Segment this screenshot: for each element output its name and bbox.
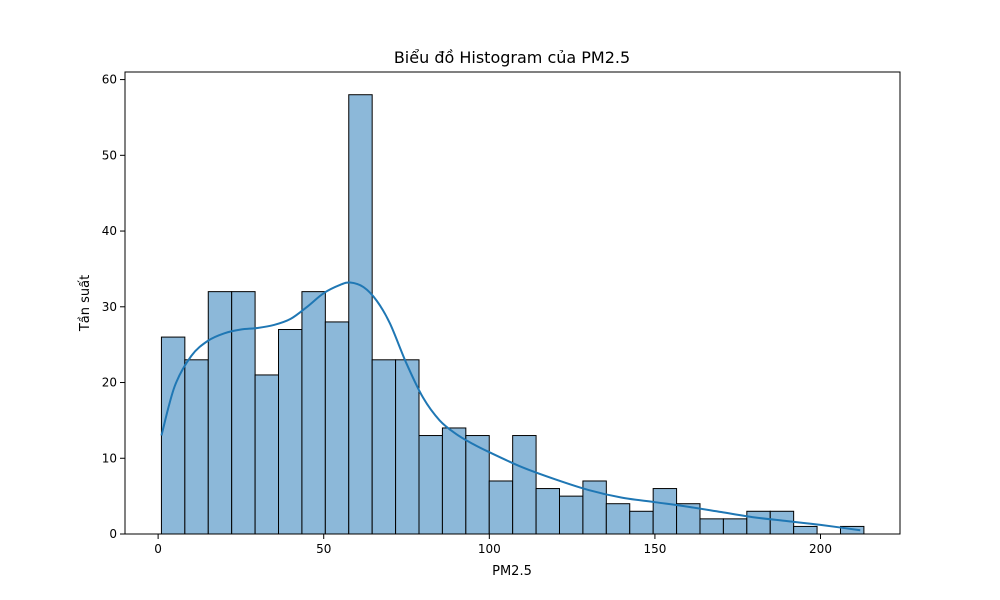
x-tick-label: 0 xyxy=(154,542,162,556)
histogram-bar xyxy=(769,510,795,535)
y-tick-label: 30 xyxy=(102,300,117,314)
x-axis-label: PM2.5 xyxy=(492,564,532,579)
y-axis-ticks: 0 10 20 30 40 50 60 xyxy=(102,73,125,541)
histogram-bar xyxy=(254,374,280,535)
histogram-bar xyxy=(418,435,443,535)
histogram-bar xyxy=(629,510,654,535)
histogram-bar xyxy=(793,525,818,535)
histogram-bar xyxy=(605,503,631,535)
histogram-bar xyxy=(652,488,678,535)
y-tick-label: 0 xyxy=(109,527,117,541)
histogram-bar xyxy=(371,359,397,535)
x-tick-label: 150 xyxy=(643,542,666,556)
histogram-bar xyxy=(324,321,350,535)
x-tick-label: 50 xyxy=(316,542,331,556)
histogram-bar xyxy=(184,359,209,535)
histogram-bar xyxy=(301,291,326,535)
histogram-bar xyxy=(278,329,303,535)
histogram-bar xyxy=(395,359,420,535)
histogram-bar xyxy=(722,518,748,535)
histogram-bar xyxy=(441,427,467,535)
kde-curve xyxy=(160,281,861,532)
histogram-bar xyxy=(348,94,373,535)
histogram-bar xyxy=(699,518,724,535)
y-tick-label: 40 xyxy=(102,224,117,238)
histogram-bar xyxy=(535,488,560,535)
histogram-bar xyxy=(488,480,514,535)
x-tick-label: 200 xyxy=(809,542,832,556)
x-tick-label: 100 xyxy=(478,542,501,556)
y-tick-label: 10 xyxy=(102,451,117,465)
y-tick-label: 20 xyxy=(102,376,117,390)
histogram-bar xyxy=(746,510,771,535)
chart-title: Biểu đồ Histogram của PM2.5 xyxy=(394,48,630,67)
plot-frame xyxy=(124,71,901,535)
y-tick-label: 50 xyxy=(102,148,117,162)
y-axis-label: Tần suất xyxy=(78,275,93,332)
x-axis-ticks: 0 50 100 150 200 xyxy=(154,534,832,556)
histogram-bar xyxy=(512,435,537,535)
histogram-bar xyxy=(160,336,186,535)
y-tick-label: 60 xyxy=(102,73,117,87)
histogram-bar xyxy=(558,495,584,535)
bars-group xyxy=(160,94,865,535)
histogram-bar xyxy=(207,291,233,535)
